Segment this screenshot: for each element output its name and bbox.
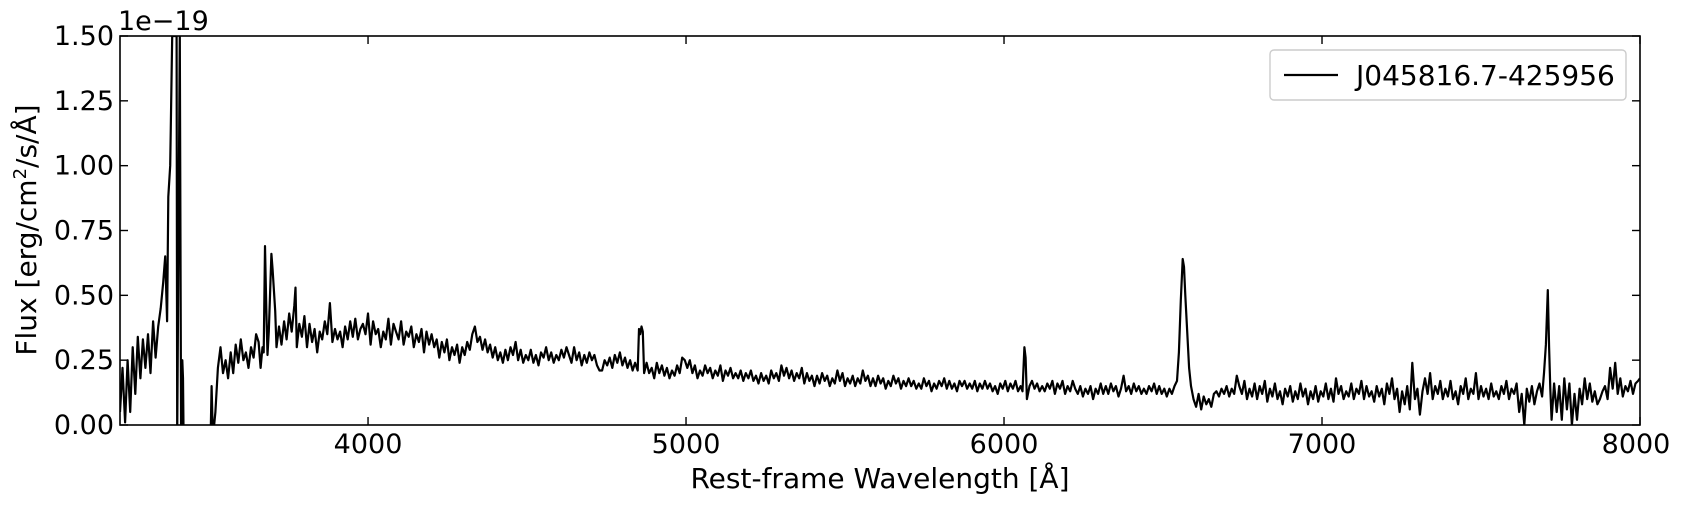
y-axis-label: Flux [erg/cm2/s/Å] bbox=[9, 104, 43, 355]
y-offset-label: 1e−19 bbox=[118, 6, 209, 37]
y-axis-label-superscript: 2 bbox=[10, 168, 31, 179]
y-tick-label: 0.50 bbox=[54, 280, 114, 311]
x-axis-label: Rest-frame Wavelength [Å] bbox=[690, 461, 1069, 495]
legend: J045816.7-425956 bbox=[1269, 49, 1627, 101]
x-tick-label: 7000 bbox=[1288, 429, 1357, 460]
x-tick-label: 5000 bbox=[652, 429, 721, 460]
y-axis-label-prefix: Flux [erg/cm bbox=[10, 179, 43, 355]
x-tick-label: 8000 bbox=[1602, 429, 1671, 460]
spectrum-line bbox=[120, 36, 1640, 425]
y-tick-label: 1.25 bbox=[54, 86, 114, 117]
x-axis-ticks: 4000 5000 6000 7000 8000 bbox=[334, 36, 1671, 460]
legend-box bbox=[1269, 49, 1627, 101]
y-tick-label: 0.75 bbox=[54, 216, 114, 247]
y-tick-label: 1.00 bbox=[54, 151, 114, 182]
x-tick-label: 6000 bbox=[970, 429, 1039, 460]
y-tick-label: 0.25 bbox=[54, 345, 114, 376]
y-tick-label: 0.00 bbox=[54, 410, 114, 441]
y-axis-label-suffix: /s/Å] bbox=[9, 104, 43, 168]
x-tick-label: 4000 bbox=[334, 429, 403, 460]
y-axis-ticks: 0.00 0.25 0.50 0.75 1.00 1.25 1.50 bbox=[54, 21, 1640, 441]
legend-label: J045816.7-425956 bbox=[1354, 59, 1615, 92]
spectrum-series bbox=[120, 36, 1640, 425]
y-tick-label: 1.50 bbox=[54, 21, 114, 52]
